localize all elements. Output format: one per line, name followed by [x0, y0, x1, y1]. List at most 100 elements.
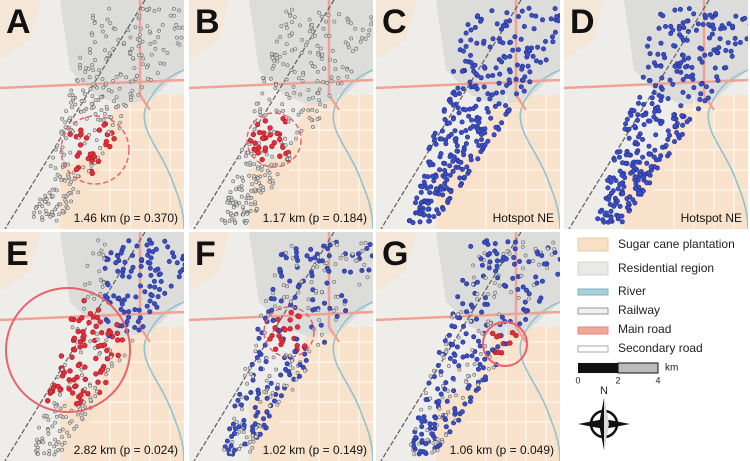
case-point [644, 180, 650, 186]
case-point [71, 170, 76, 175]
case-point [35, 437, 39, 442]
case-point [495, 344, 501, 350]
case-point [112, 99, 117, 104]
case-point [315, 109, 319, 114]
map-panel: D Hotspot NE [564, 0, 748, 229]
case-point [468, 37, 474, 43]
case-point [144, 65, 149, 70]
case-point [235, 174, 240, 179]
case-point [331, 309, 336, 313]
case-point [270, 391, 275, 396]
cluster-circle [246, 112, 302, 168]
case-point [460, 395, 465, 400]
case-point [235, 420, 239, 425]
case-point [95, 337, 100, 342]
case-point [333, 67, 338, 72]
case-point [100, 151, 105, 156]
case-point [288, 353, 292, 358]
case-point [484, 106, 490, 112]
case-point [456, 91, 462, 97]
case-point [651, 60, 657, 66]
case-point [152, 284, 158, 290]
case-point [716, 45, 722, 51]
case-point [516, 295, 521, 300]
case-point [87, 310, 94, 317]
scale-segment [578, 363, 618, 373]
case-point [77, 142, 84, 148]
case-point [473, 83, 479, 89]
case-point [292, 70, 297, 74]
case-point [53, 404, 58, 409]
case-point [451, 68, 457, 74]
case-point [541, 46, 547, 52]
case-point [487, 44, 493, 50]
case-point [474, 356, 480, 362]
case-point [345, 42, 350, 47]
case-point [468, 27, 474, 33]
case-point [670, 27, 676, 33]
case-point [437, 442, 443, 448]
case-point [636, 100, 642, 106]
case-point [552, 6, 558, 12]
case-point [227, 426, 233, 432]
case-point [168, 283, 174, 289]
case-point [252, 405, 258, 411]
case-point [172, 26, 177, 31]
case-point [479, 262, 485, 268]
case-point [463, 141, 469, 147]
case-point [450, 158, 456, 164]
case-point [146, 237, 152, 243]
case-point [366, 267, 372, 273]
case-point [482, 251, 487, 256]
case-point [283, 136, 287, 141]
panel-caption: 1.17 km (p = 0.184) [263, 211, 367, 225]
case-point [684, 18, 690, 24]
case-point [463, 58, 469, 64]
case-point [474, 316, 480, 322]
case-point [67, 368, 73, 374]
case-point [521, 23, 527, 29]
case-point [271, 63, 276, 68]
case-point [136, 93, 141, 97]
case-point [299, 109, 304, 114]
case-point [492, 103, 498, 109]
case-point [105, 17, 110, 22]
case-point [470, 106, 476, 112]
case-point [130, 88, 135, 93]
case-point [442, 161, 448, 167]
case-point [442, 338, 448, 344]
case-point [460, 149, 466, 155]
case-point [659, 75, 665, 81]
case-point [316, 258, 322, 264]
case-point [360, 27, 365, 32]
case-point [257, 358, 262, 363]
legend-label: Railway [618, 303, 660, 317]
case-point [54, 442, 59, 447]
case-point [428, 396, 433, 401]
case-point [237, 201, 242, 206]
case-point [429, 173, 435, 179]
case-point [327, 34, 332, 38]
case-point [427, 421, 433, 427]
case-point [62, 403, 67, 408]
case-point [687, 74, 693, 80]
case-point [144, 242, 150, 248]
case-point [262, 118, 269, 124]
case-point [136, 327, 142, 333]
case-point [106, 367, 111, 372]
case-point [417, 219, 423, 225]
case-point [512, 261, 518, 267]
sugar-cane [564, 0, 604, 60]
case-point [271, 355, 276, 360]
scale-unit: km [665, 363, 678, 374]
case-point [456, 417, 462, 423]
case-point [55, 143, 60, 148]
case-point [446, 389, 450, 393]
case-point [632, 123, 638, 129]
case-point [487, 96, 493, 102]
case-point [70, 105, 74, 110]
case-point [228, 211, 233, 216]
case-point [299, 279, 304, 284]
case-point [333, 59, 338, 63]
case-point [705, 95, 711, 101]
